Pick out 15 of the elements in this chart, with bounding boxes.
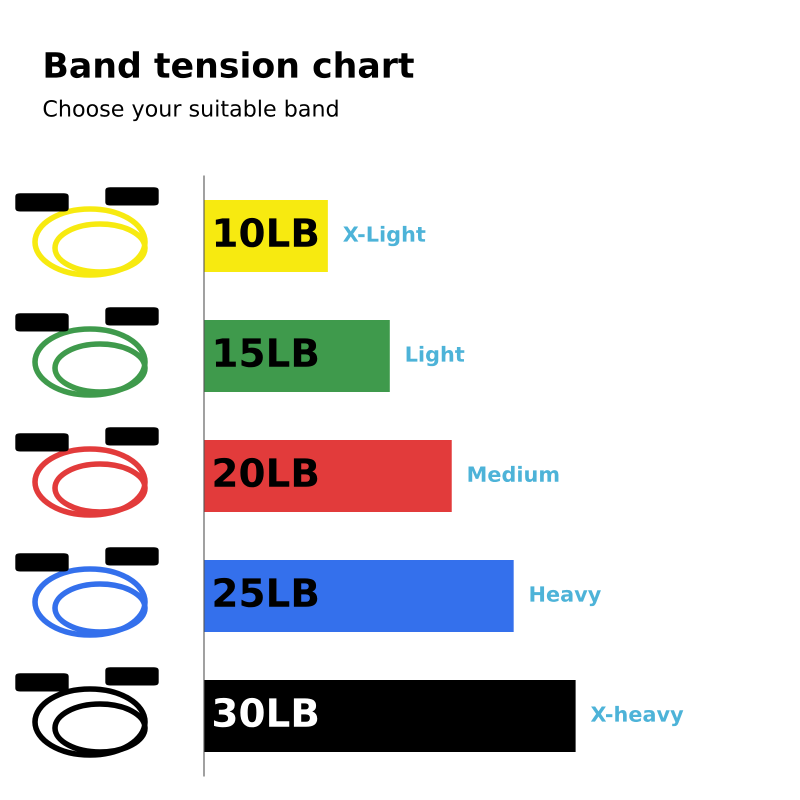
data-label: 25LB [214, 578, 318, 608]
data-label: 30LB [214, 698, 318, 728]
y-tick-label: Medium [468, 466, 558, 482]
y-tick-label: Light [406, 346, 464, 366]
data-label: 20LB [214, 458, 318, 488]
chart-subtitle: Choose your suitable band [44, 100, 338, 122]
bar [204, 680, 576, 752]
data-label: 10LB [216, 218, 318, 248]
data-label: 15LB [216, 338, 318, 368]
y-tick-label: Heavy [530, 586, 601, 606]
bar [204, 560, 514, 632]
bar [204, 440, 452, 512]
y-tick-label: X-Light [343, 226, 426, 246]
chart-title: Band tension chart [46, 51, 414, 78]
y-tick-label: X-heavy [590, 706, 684, 726]
